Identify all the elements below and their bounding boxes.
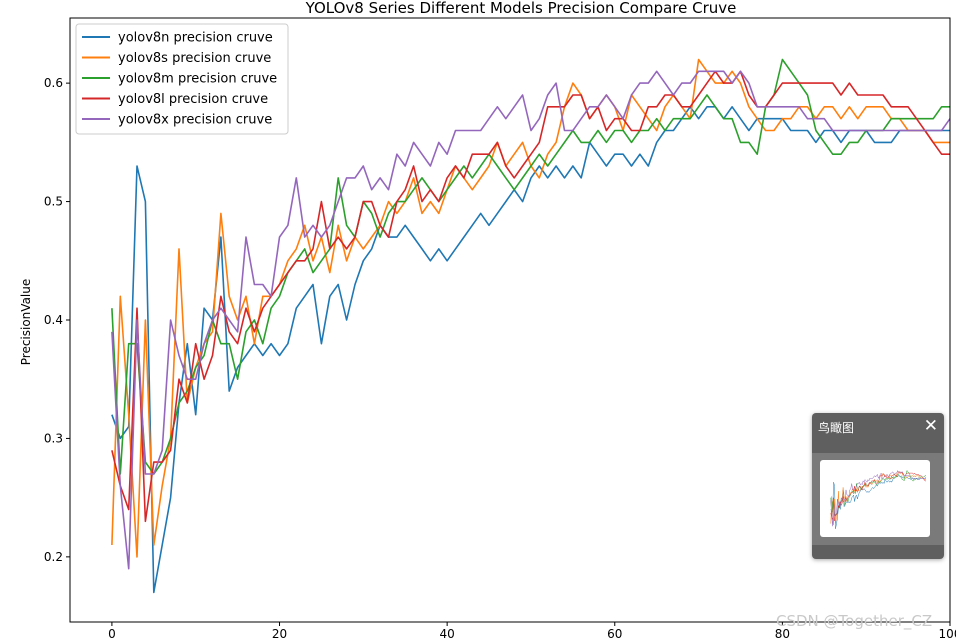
y-axis-ticks: 0.2 0.3 0.4 0.5 0.6 xyxy=(44,76,70,564)
minimap-thumbnail-chart xyxy=(830,469,927,529)
x-tick-label: 100 xyxy=(939,627,956,640)
minimap-header: 鸟瞰图 ✕ xyxy=(812,413,944,439)
legend-label: yolov8m precision cruve xyxy=(118,72,277,87)
legend: yolov8n precision cruve yolov8s precision… xyxy=(75,23,289,135)
y-axis-label: PrecisionValue xyxy=(19,279,33,366)
series-layer xyxy=(111,58,951,594)
y-tick-label: 0.3 xyxy=(44,431,63,445)
series-line-1 xyxy=(111,106,950,594)
legend-label: yolov8s precision cruve xyxy=(118,51,271,66)
legend-label: yolov8n precision cruve xyxy=(118,31,273,46)
series-line-5 xyxy=(111,70,951,570)
x-axis-ticks: 0 20 40 60 80 100 xyxy=(108,622,956,640)
y-tick-label: 0.4 xyxy=(44,313,63,327)
legend-box xyxy=(75,23,289,135)
minimap-thumbnail[interactable] xyxy=(820,460,930,537)
y-tick-label: 0.2 xyxy=(44,550,63,564)
x-tick-label: 80 xyxy=(775,627,790,640)
minimap-series-line-5 xyxy=(830,471,927,527)
series-line-4 xyxy=(111,70,950,523)
x-tick-label: 60 xyxy=(607,627,622,640)
x-tick-label: 0 xyxy=(108,627,116,640)
watermark: CSDN @Together_CZ xyxy=(776,612,933,630)
x-tick-label: 20 xyxy=(272,627,287,640)
y-tick-label: 0.6 xyxy=(44,76,63,90)
legend-label: yolov8x precision cruve xyxy=(118,113,272,128)
close-icon[interactable]: ✕ xyxy=(923,416,938,436)
y-tick-label: 0.5 xyxy=(44,195,63,209)
chart-title: YOLOv8 Series Different Models Precision… xyxy=(305,0,737,17)
minimap-series-line-1 xyxy=(830,475,926,529)
minimap-title: 鸟瞰图 xyxy=(818,421,855,435)
minimap-panel[interactable]: 鸟瞰图 ✕ xyxy=(812,413,944,559)
x-tick-label: 40 xyxy=(440,627,455,640)
legend-label: yolov8l precision cruve xyxy=(118,92,268,107)
minimap-series-line-4 xyxy=(830,471,926,522)
